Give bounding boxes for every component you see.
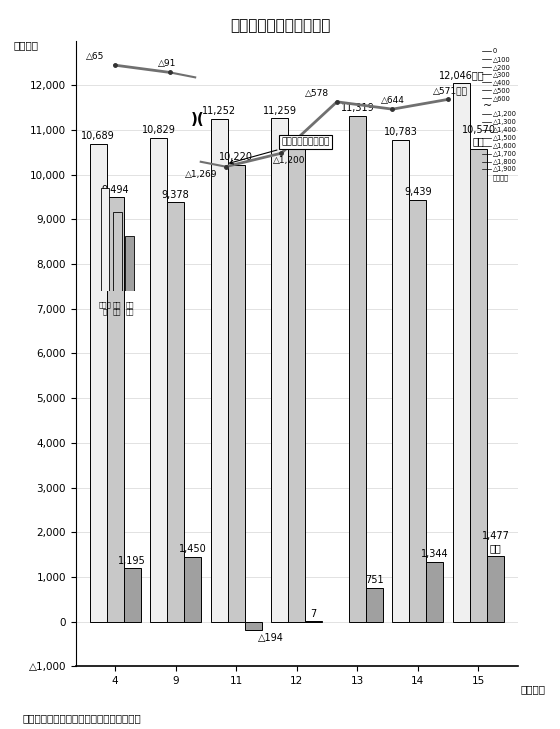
Bar (366, 588, 383, 622)
Text: 1,344: 1,344 (421, 549, 449, 559)
Bar (409, 200, 426, 622)
Text: 7: 7 (311, 609, 317, 619)
Bar (124, 569, 141, 622)
Text: 11,259: 11,259 (263, 106, 297, 116)
Text: 9,439: 9,439 (404, 187, 432, 197)
Text: 12,046億円: 12,046億円 (438, 71, 484, 80)
Text: 9,494: 9,494 (101, 184, 129, 195)
Text: 10,829: 10,829 (142, 125, 176, 135)
Text: 10,570
億円: 10,570 億円 (461, 125, 496, 147)
Text: 751: 751 (365, 575, 384, 585)
Bar (470, 149, 487, 622)
Bar (150, 138, 167, 622)
Text: 10,220: 10,220 (219, 152, 253, 162)
Text: 10,783: 10,783 (384, 127, 418, 137)
Bar (184, 557, 201, 622)
Text: 10,689: 10,689 (81, 131, 115, 141)
Text: （年度）: （年度） (520, 684, 545, 694)
Text: 1,195: 1,195 (118, 555, 146, 566)
Bar (487, 555, 504, 622)
Text: 第８図　実質収支の推移: 第８図 実質収支の推移 (230, 18, 330, 34)
Text: 10,568: 10,568 (280, 136, 314, 147)
Text: （注）　市町村の額は単純合計額である。: （注） 市町村の額は単純合計額である。 (22, 713, 141, 723)
Text: △194: △194 (258, 633, 284, 643)
Text: 11,252: 11,252 (202, 106, 236, 116)
Bar (228, 165, 245, 622)
Bar (272, 118, 288, 622)
Bar (426, 561, 444, 622)
Text: 11,319: 11,319 (340, 103, 374, 113)
Bar (349, 116, 366, 622)
Bar (106, 198, 124, 622)
Text: 1,477
億円: 1,477 億円 (482, 531, 510, 553)
Bar (211, 119, 228, 622)
Bar (453, 83, 470, 622)
Text: 9,378: 9,378 (162, 190, 189, 200)
Bar (393, 140, 409, 622)
Text: （億円）: （億円） (14, 41, 39, 50)
Text: 1,450: 1,450 (179, 544, 207, 554)
Bar (288, 149, 305, 622)
Bar (90, 144, 106, 622)
Bar (167, 203, 184, 622)
Bar (245, 622, 262, 631)
